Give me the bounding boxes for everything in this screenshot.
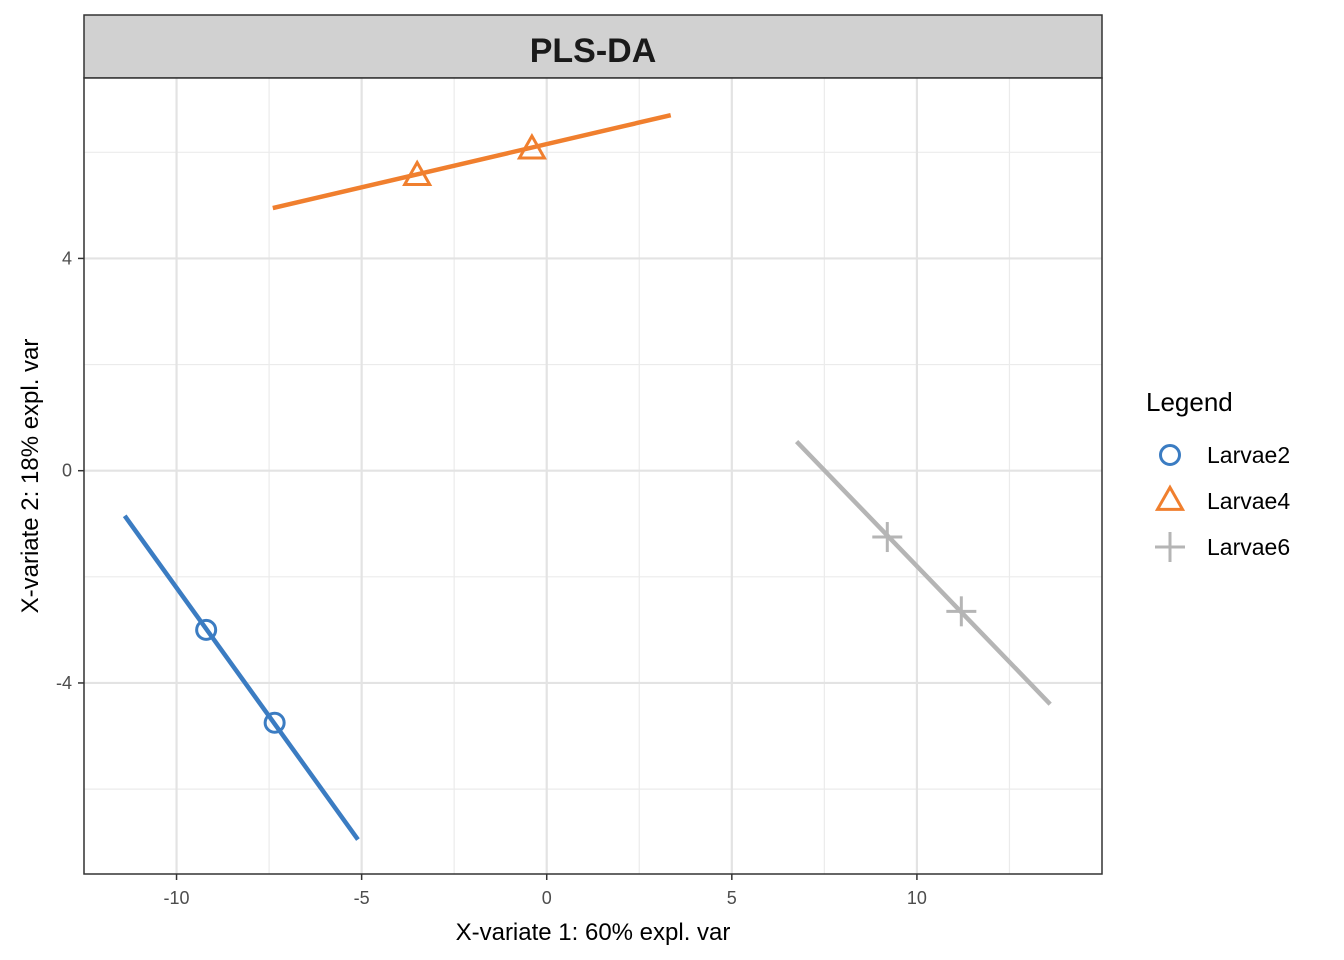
- plot-panel-border: [83, 77, 1103, 875]
- legend-label-larvae2: Larvae2: [1207, 442, 1290, 468]
- x-axis-title: X-variate 1: 60% expl. var: [456, 919, 731, 946]
- axis-ticks: -10 -5 0 5 10 -4 0 4: [56, 248, 927, 908]
- x-tick-label: -10: [164, 888, 190, 908]
- series-points: [195, 132, 977, 734]
- data-point-larvae4: [516, 132, 547, 160]
- chart-title: PLS-DA: [530, 32, 657, 70]
- x-tick-label: 0: [542, 888, 552, 908]
- legend-label-larvae6: Larvae6: [1207, 534, 1290, 560]
- x-tick-label: 5: [727, 888, 737, 908]
- legend-label-larvae4: Larvae4: [1207, 488, 1290, 514]
- data-point-larvae4: [402, 159, 433, 187]
- x-tick-label: -5: [354, 888, 370, 908]
- series-line-larvae6: [794, 439, 1052, 706]
- gridlines: [83, 78, 1102, 874]
- data-point-larvae2: [263, 711, 286, 734]
- x-tick-label: 10: [907, 888, 927, 908]
- series-lines: [122, 112, 1052, 841]
- legend: Legend Larvae2 Larvae4 Larvae6: [1146, 387, 1290, 562]
- legend-key-larvae6: [1155, 532, 1185, 562]
- data-point-larvae6: [946, 596, 977, 627]
- legend-key-larvae4: [1154, 484, 1186, 511]
- plot-panel: [84, 78, 1102, 874]
- series-line-larvae4: [272, 112, 672, 211]
- legend-title: Legend: [1146, 387, 1233, 417]
- data-point-larvae6: [872, 522, 903, 553]
- series-line-larvae2: [122, 514, 360, 841]
- data-point-larvae2: [195, 618, 218, 641]
- y-tick-label: 4: [62, 248, 72, 268]
- strip-header: [83, 14, 1103, 79]
- legend-key-larvae2: [1159, 444, 1181, 466]
- y-tick-label: -4: [56, 673, 72, 693]
- y-axis-title: X-variate 2: 18% expl. var: [17, 339, 44, 614]
- y-tick-label: 0: [62, 461, 72, 481]
